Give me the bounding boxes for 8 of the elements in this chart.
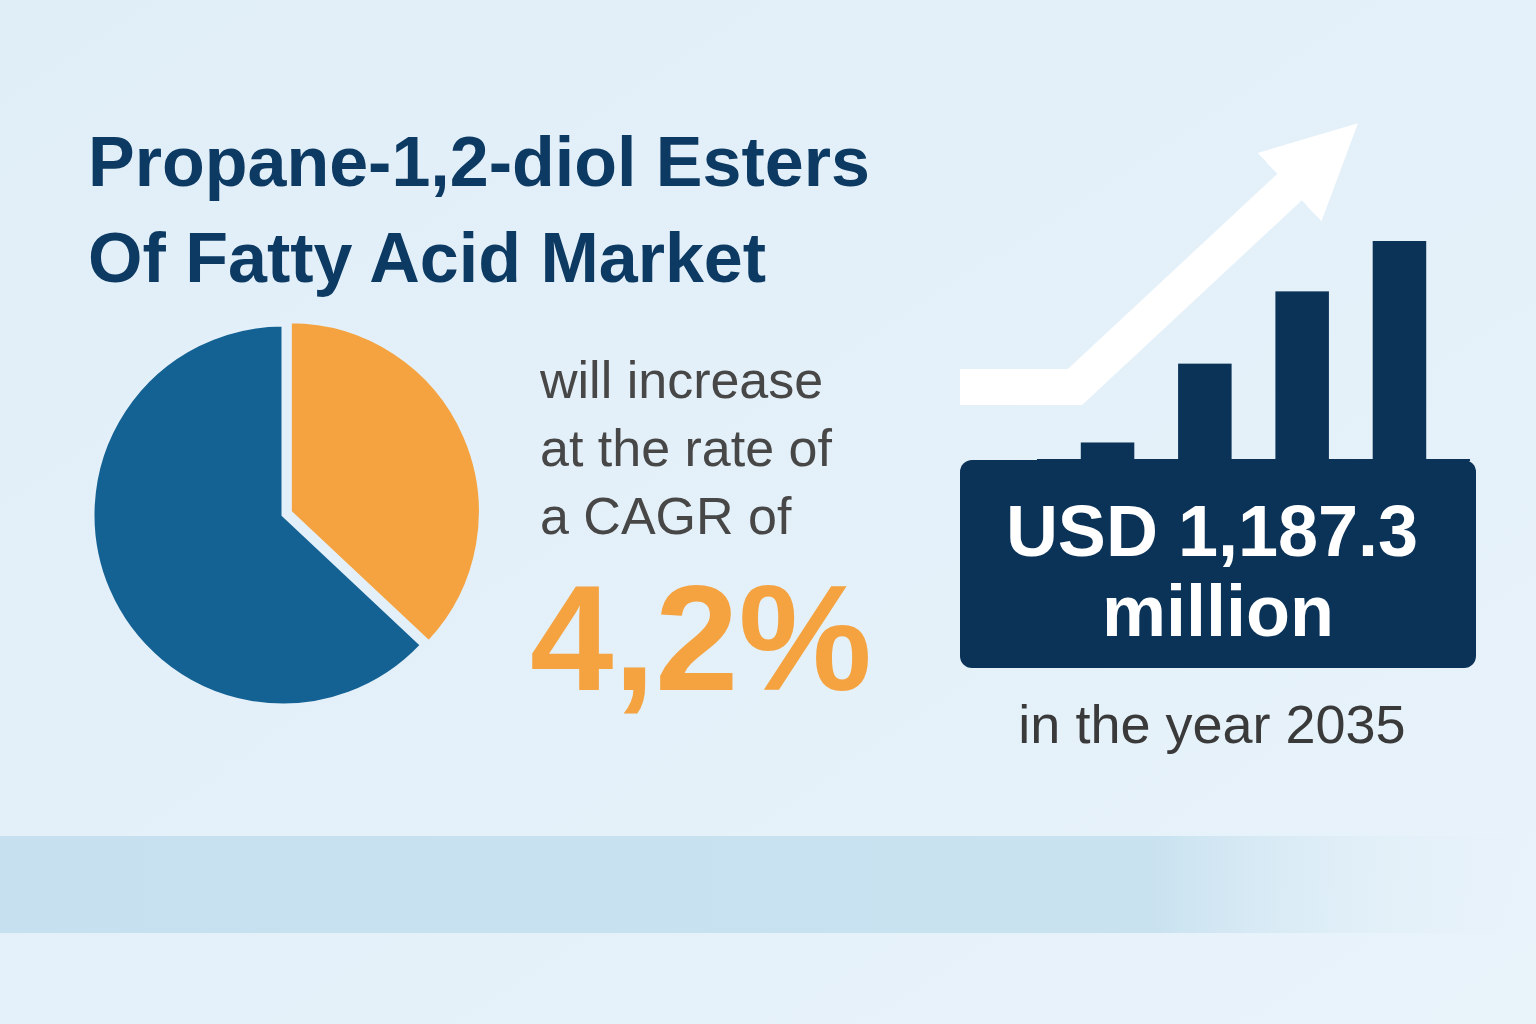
- text: million: [1102, 571, 1334, 651]
- text: will increase: [539, 351, 824, 409]
- text: a CAGR of: [540, 487, 792, 545]
- text: USD 1,187.3: [1005, 491, 1419, 571]
- text: 4,2%: [530, 554, 872, 722]
- text: at the rate of: [540, 419, 833, 477]
- text: in the year 2035: [1018, 694, 1406, 754]
- text: Propane-1,2-diol Esters Of Fatty Acid Market: [88, 123, 870, 297]
